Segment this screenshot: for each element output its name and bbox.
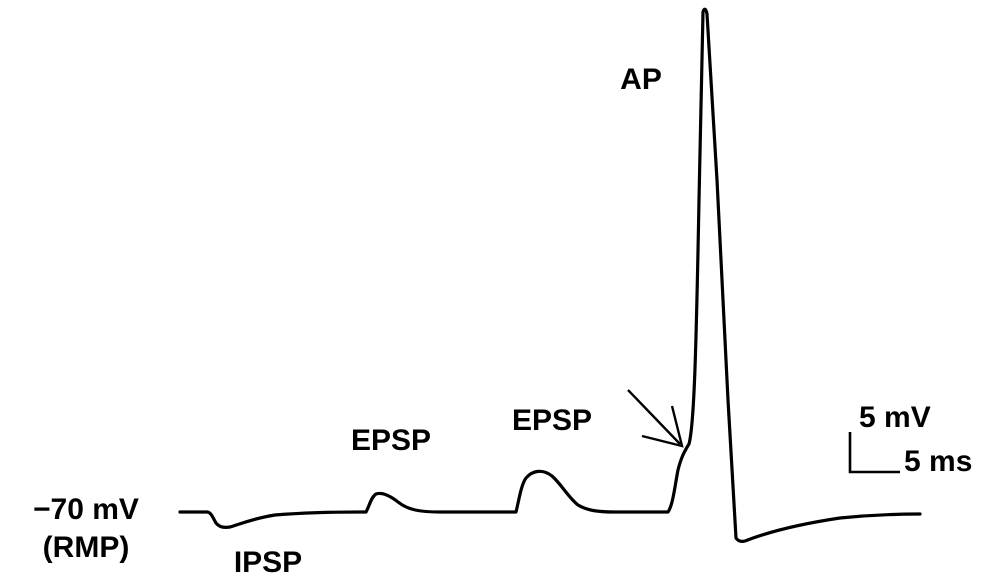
epsp-label-first: EPSP [351, 424, 431, 457]
scale-time-label: 5 ms [904, 445, 972, 478]
scale-bar [848, 432, 900, 474]
ap-label: AP [620, 63, 662, 96]
threshold-arrowhead [641, 405, 684, 448]
membrane-potential-trace [178, 7, 922, 543]
threshold-arrow-shaft [627, 389, 681, 445]
rmp-value-label: −70 mV [33, 493, 139, 526]
ipsp-label: IPSP [234, 546, 302, 579]
rmp-note-label: (RMP) [43, 531, 130, 564]
scale-voltage-label: 5 mV [859, 401, 931, 434]
epsp-label-second: EPSP [512, 404, 592, 437]
